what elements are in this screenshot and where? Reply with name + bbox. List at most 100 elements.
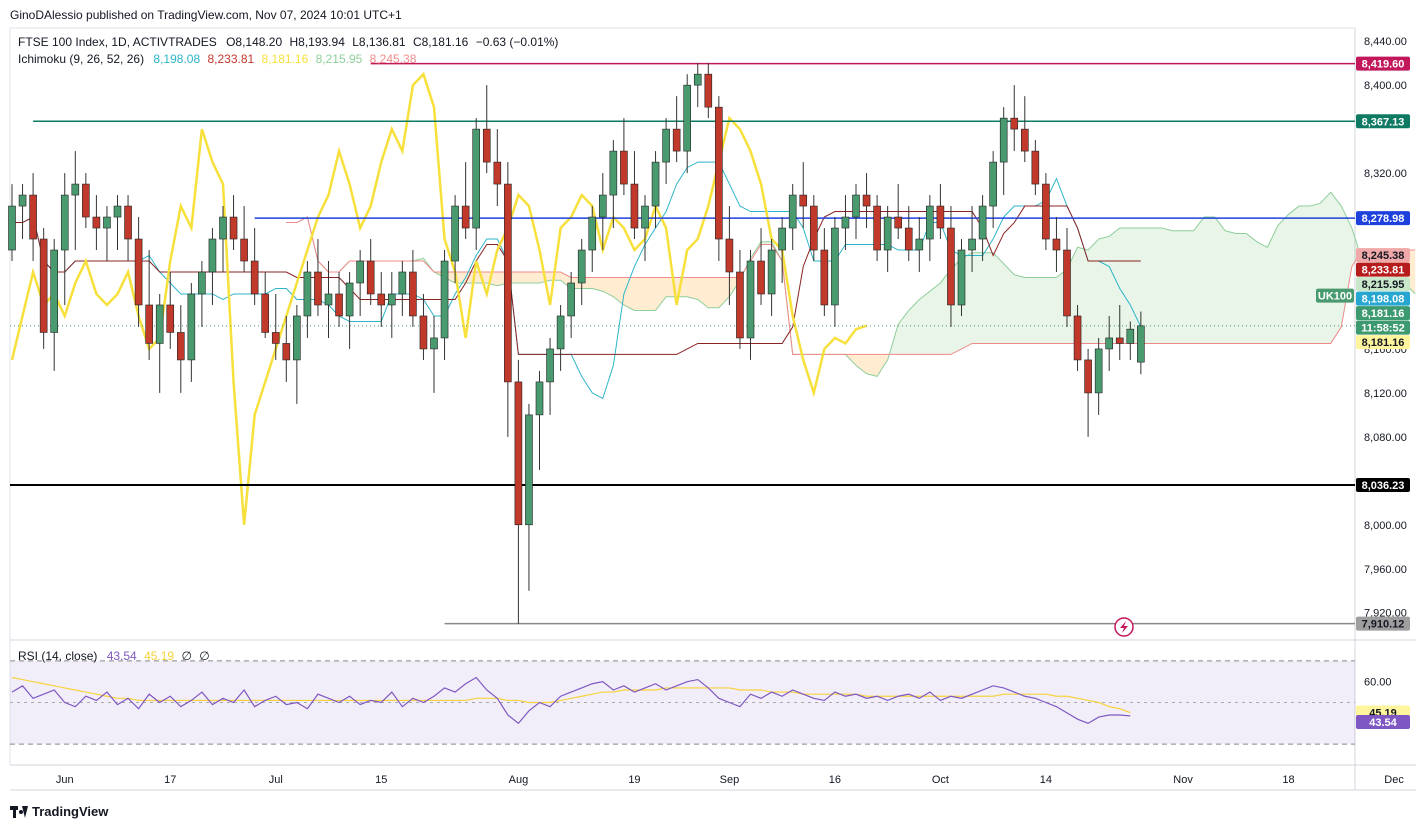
- ichimoku-value-1: 8,233.81: [207, 52, 255, 66]
- y-tick-label: 8,120.00: [1364, 388, 1407, 400]
- candle-28: [303, 261, 312, 338]
- x-tick-label: 19: [628, 774, 640, 786]
- change-value: −0.63 (−0.01%): [475, 35, 559, 49]
- x-tick-label: Nov: [1173, 774, 1193, 786]
- candle-24: [261, 272, 270, 338]
- candle-45: [482, 85, 491, 174]
- axis-tag-3: 8,198.08: [1356, 291, 1410, 306]
- time-axis[interactable]: Jun 17 Jul 15 Aug 19 Sep 16 Oct 14 Nov 18 Dec: [56, 774, 1404, 786]
- level-tag-4: 7,910.12: [1356, 616, 1410, 631]
- axis-tag-1: 8,233.81: [1356, 262, 1410, 277]
- x-tick-label: Aug: [509, 774, 529, 786]
- candle-81: [862, 173, 871, 229]
- candle-25: [271, 293, 280, 360]
- candle-70: [746, 250, 755, 360]
- candle-4: [50, 239, 59, 371]
- candle-56: [598, 173, 607, 251]
- candle-79: [841, 195, 850, 251]
- candle-83: [883, 206, 892, 272]
- svg-text:7,910.12: 7,910.12: [1362, 619, 1405, 631]
- low-value: L8,136.81: [352, 35, 406, 49]
- candle-82: [873, 195, 881, 262]
- candle-65: [693, 63, 702, 108]
- candle-29: [314, 239, 322, 316]
- rsi-line: [11, 676, 1131, 725]
- candle-0: [8, 184, 16, 262]
- candle-48: [514, 359, 523, 624]
- candle-91: [968, 206, 976, 272]
- candle-20: [219, 206, 227, 272]
- candle-1: [18, 184, 27, 240]
- candle-85: [904, 206, 913, 262]
- candle-7: [82, 173, 90, 229]
- candle-44: [472, 118, 481, 251]
- candle-90: [957, 239, 966, 316]
- axis-tag-2: 8,215.95: [1356, 277, 1410, 292]
- candle-76: [809, 195, 818, 262]
- high-value: H8,193.94: [289, 35, 345, 49]
- y-tick-label: 8,440.00: [1364, 36, 1407, 48]
- candle-34: [366, 239, 375, 305]
- rsi-label: RSI (14, close): [18, 649, 98, 663]
- axis-tag-4: 8,181.16: [1356, 306, 1410, 321]
- candle-50: [535, 370, 544, 470]
- x-tick-label: Dec: [1384, 774, 1404, 786]
- candle-40: [430, 315, 438, 393]
- candle-35: [377, 272, 386, 327]
- candle-72: [767, 239, 776, 316]
- x-tick-label: Sep: [720, 774, 740, 786]
- candle-103: [1094, 337, 1103, 415]
- svg-text:11:58:52: 11:58:52: [1361, 323, 1404, 335]
- ichimoku-value-2: 8,181.16: [261, 52, 309, 66]
- rsi-pane: [10, 660, 1355, 745]
- candle-77: [820, 228, 829, 316]
- axis-tag-0: 8,245.38: [1356, 248, 1410, 263]
- candle-37: [398, 261, 407, 316]
- candle-16: [177, 304, 185, 393]
- candle-55: [588, 206, 597, 272]
- tradingview-logo[interactable]: TradingView: [10, 804, 108, 819]
- candle-49: [525, 403, 533, 591]
- level-tag-1: 8,367.13: [1356, 114, 1410, 129]
- candle-23: [250, 228, 259, 305]
- svg-text:8,233.81: 8,233.81: [1362, 265, 1405, 277]
- candle-9: [103, 206, 111, 262]
- rsi-tag: 43.54: [1356, 714, 1410, 729]
- tradingview-logo-icon: [10, 805, 28, 818]
- price-axis-tags: 8,419.60 8,367.13 8,278.98 8,036.23 7,910.12…: [1316, 56, 1410, 729]
- candle-30: [324, 261, 333, 338]
- candle-27: [293, 304, 301, 404]
- candle-41: [440, 250, 449, 360]
- svg-text:8,198.08: 8,198.08: [1362, 294, 1405, 306]
- svg-text:8,419.60: 8,419.60: [1362, 59, 1405, 71]
- candle-53: [567, 272, 575, 338]
- candle-13: [145, 250, 153, 360]
- candle-104: [1105, 315, 1113, 371]
- candle-66: [704, 63, 713, 119]
- candle-22: [240, 206, 248, 272]
- candle-36: [387, 272, 396, 338]
- candle-75: [799, 162, 808, 229]
- level-tag-0: 8,419.60: [1356, 56, 1410, 71]
- candle-73: [778, 217, 786, 283]
- candle-63: [672, 96, 681, 163]
- chart[interactable]: 7,920.007,960.008,000.008,080.008,120.00…: [0, 0, 1426, 800]
- level-tag-2: 8,278.98: [1356, 211, 1410, 226]
- candle-94: [999, 107, 1008, 196]
- candle-69: [736, 250, 744, 349]
- rsi-legend: RSI (14, close) 43.54 45.19 ∅ ∅: [18, 649, 210, 663]
- publish-header: GinoDAlessio published on TradingView.co…: [10, 8, 402, 22]
- candle-62: [662, 118, 670, 185]
- candles: [8, 63, 1145, 624]
- lightning-icon[interactable]: [1114, 617, 1134, 637]
- x-tick-label: 15: [375, 774, 387, 786]
- candle-26: [282, 315, 291, 382]
- candle-86: [915, 217, 924, 272]
- chikou-span: [10, 71, 867, 525]
- candle-54: [577, 239, 586, 305]
- candle-31: [335, 272, 343, 327]
- candle-32: [345, 272, 354, 349]
- x-tick-label: Jun: [56, 774, 74, 786]
- horizontal-levels[interactable]: [10, 62, 1355, 625]
- close-value: C8,181.16: [412, 35, 469, 49]
